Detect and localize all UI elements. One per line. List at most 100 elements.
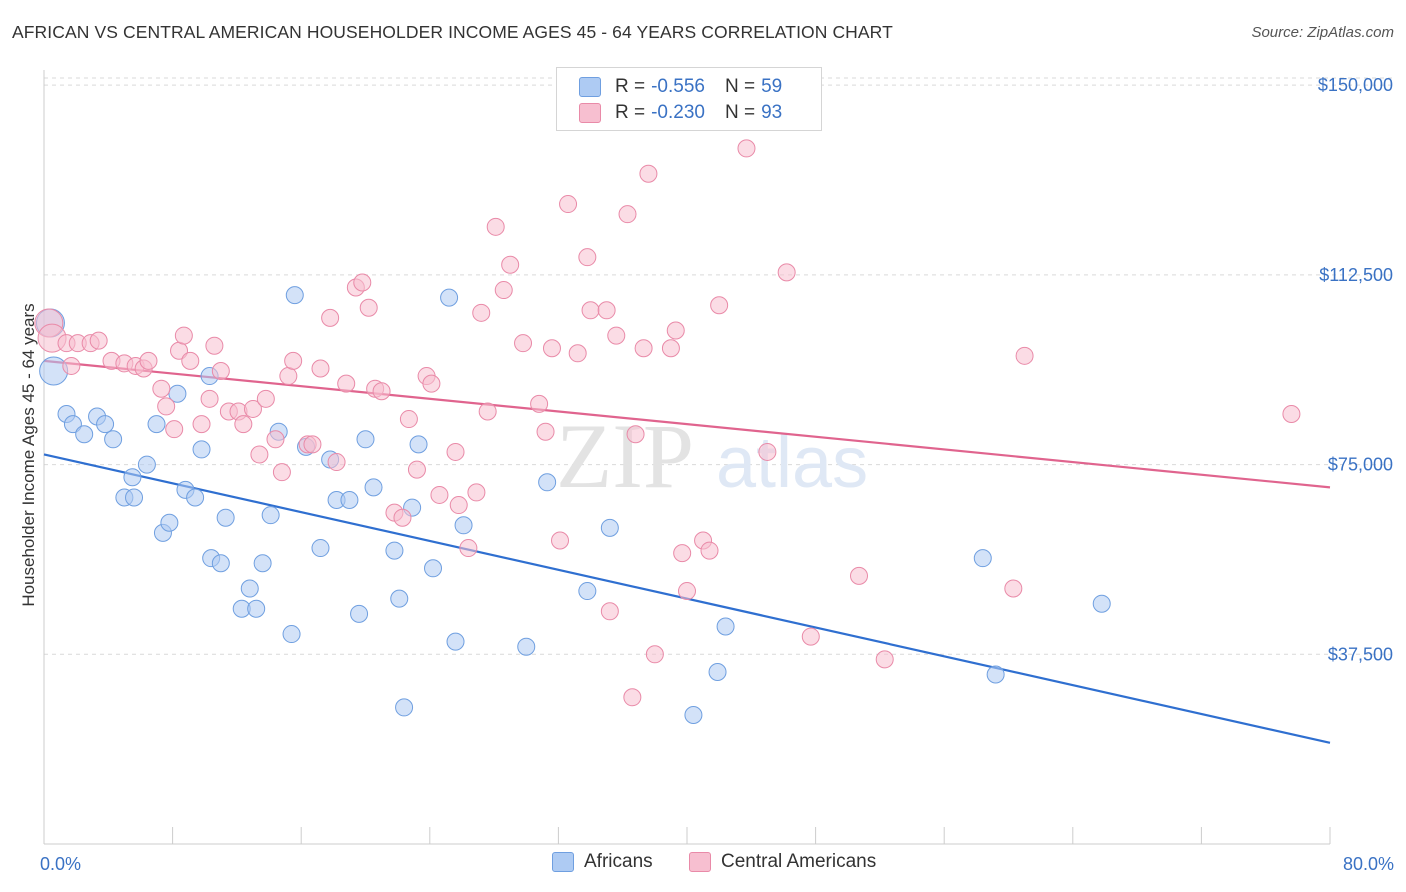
data-point: [303, 435, 322, 454]
data-point: [353, 273, 372, 292]
data-point: [311, 539, 330, 558]
watermark-zip: ZIP: [556, 405, 694, 507]
data-point: [459, 539, 478, 558]
data-point: [385, 541, 404, 560]
data-point: [234, 415, 253, 434]
data-point: [205, 336, 224, 355]
data-point: [393, 508, 412, 527]
data-point: [211, 554, 230, 573]
data-point: [777, 263, 796, 282]
data-point: [708, 663, 727, 681]
y-tick-label: $75,000: [1328, 455, 1393, 475]
africans-legend-swatch: [552, 852, 574, 872]
data-point: [607, 326, 626, 345]
data-point: [716, 617, 735, 636]
data-point: [600, 518, 619, 537]
chart-source: Source: ZipAtlas.com: [1251, 24, 1394, 41]
data-point: [467, 483, 486, 502]
data-point: [710, 296, 729, 315]
data-point: [875, 650, 894, 669]
data-point: [536, 422, 555, 441]
data-point: [661, 339, 680, 358]
data-point: [597, 301, 616, 320]
data-point: [75, 425, 94, 444]
y-axis-label: Householder Income Ages 45 - 64 years: [19, 303, 38, 606]
data-point: [494, 281, 513, 300]
data-point: [125, 488, 144, 507]
legend-label: Central Americans: [721, 851, 877, 872]
data-point: [165, 420, 184, 439]
data-point: [568, 344, 587, 363]
data-point: [517, 637, 536, 656]
data-point: [250, 445, 269, 464]
data-point: [449, 496, 468, 515]
data-point: [216, 508, 235, 527]
axes: [43, 70, 1331, 845]
data-point: [327, 453, 346, 472]
stats-row-africans: R = -0.556 N = 59: [579, 74, 782, 100]
data-point: [285, 286, 304, 305]
r-value: -0.230: [651, 102, 705, 123]
data-point: [282, 625, 301, 644]
n-label: N =: [724, 76, 756, 97]
africans-swatch: [579, 77, 601, 97]
data-point: [200, 389, 219, 408]
watermark: ZIP atlas: [556, 405, 868, 507]
data-point: [62, 356, 81, 375]
watermark-atlas: atlas: [716, 423, 868, 503]
data-point: [1004, 579, 1023, 598]
data-point: [986, 665, 1005, 684]
data-points: [34, 139, 1301, 724]
data-point: [364, 478, 383, 497]
data-point: [96, 415, 115, 434]
data-point: [514, 334, 533, 353]
data-point: [430, 485, 449, 504]
data-point: [538, 473, 557, 492]
data-point: [390, 589, 409, 608]
data-point: [253, 554, 272, 573]
data-point: [240, 579, 259, 598]
data-point: [372, 382, 391, 401]
data-point: [1015, 346, 1034, 365]
data-point: [337, 374, 356, 393]
data-point: [261, 506, 280, 525]
data-point: [272, 463, 291, 482]
data-point: [626, 425, 645, 444]
data-point: [973, 549, 992, 568]
data-point: [152, 379, 171, 398]
legend-item-africans[interactable]: Africans: [552, 851, 653, 873]
data-point: [192, 440, 211, 459]
data-point: [409, 435, 428, 454]
data-point: [147, 415, 166, 434]
data-point: [284, 351, 303, 370]
data-point: [243, 399, 262, 418]
n-label: N =: [724, 102, 756, 123]
data-point: [1282, 405, 1301, 423]
data-point: [321, 308, 340, 327]
central-americans-legend-swatch: [689, 852, 711, 872]
data-point: [737, 139, 756, 158]
data-point: [407, 460, 426, 479]
data-point: [350, 604, 369, 623]
data-point: [440, 288, 459, 307]
data-point: [666, 321, 685, 340]
data-point: [1092, 594, 1111, 613]
gridlines: [44, 77, 1396, 655]
data-point: [63, 415, 82, 434]
data-point: [600, 602, 619, 621]
data-point: [137, 455, 156, 474]
data-point: [399, 410, 418, 429]
data-point: [578, 248, 597, 267]
r-value: -0.556: [651, 76, 705, 97]
data-point: [758, 442, 777, 461]
legend-label: Africans: [584, 851, 653, 872]
data-point: [850, 566, 869, 585]
stats-box: R = -0.556 N = 59 R = -0.230 N = 93: [556, 67, 822, 131]
data-point: [639, 164, 658, 183]
data-point: [157, 397, 176, 416]
data-point: [634, 339, 653, 358]
data-point: [160, 513, 179, 532]
data-point: [123, 468, 142, 487]
legend-item-central-americans[interactable]: Central Americans: [689, 851, 876, 873]
